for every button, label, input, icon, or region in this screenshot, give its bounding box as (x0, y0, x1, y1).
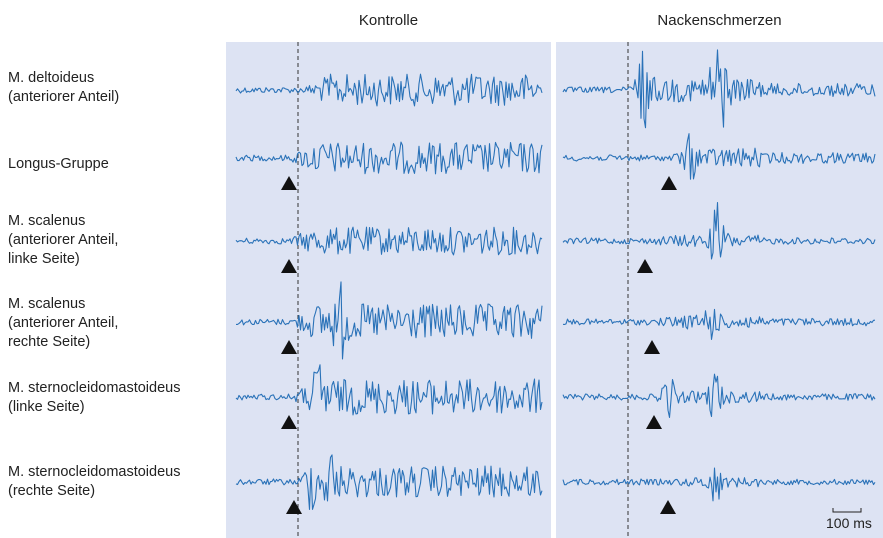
emg-trace (562, 133, 876, 180)
onset-marker-triangle (660, 500, 676, 514)
onset-marker-triangle (281, 415, 297, 429)
row-label-scalenus-links: M. scalenus (anteriorer Anteil, linke Se… (8, 212, 118, 269)
scale-bar-label: 100 ms (826, 515, 872, 531)
row-label-line: M. scalenus (8, 296, 86, 312)
row-label-line: M. sternocleidomastoideus (8, 380, 181, 396)
row-label-line: rechte Seite) (8, 334, 91, 350)
onset-marker-triangle (281, 340, 297, 354)
row-label-line: M. deltoideus (8, 70, 95, 86)
emg-trace (562, 467, 876, 502)
emg-trace (235, 364, 543, 416)
panel-kontrolle (226, 42, 551, 538)
row-label-line: Longus-Gruppe (8, 156, 109, 172)
emg-trace (236, 281, 543, 360)
panel-nackenschmerzen (556, 42, 883, 538)
emg-trace (562, 49, 876, 129)
emg-trace (235, 454, 543, 510)
row-label-scalenus-rechts: M. scalenus (anteriorer Anteil, rechte S… (8, 295, 118, 352)
row-label-line: (rechte Seite) (8, 483, 96, 499)
onset-marker-triangle (644, 340, 660, 354)
onset-marker-triangle (637, 259, 653, 273)
row-label-line: (anteriorer Anteil, (8, 232, 119, 248)
scale-bar (832, 508, 862, 513)
emg-trace (562, 373, 876, 418)
row-label-scm-links: M. sternocleidomastoideus (linke Seite) (8, 379, 180, 417)
onset-marker-triangle (646, 415, 662, 429)
emg-trace (562, 202, 876, 260)
row-label-line: linke Seite) (8, 251, 80, 267)
row-label-line: M. scalenus (8, 213, 86, 229)
row-label-scm-rechts: M. sternocleidomastoideus (rechte Seite) (8, 463, 180, 501)
row-label-line: (anteriorer Anteil, (8, 315, 119, 331)
column-title-kontrolle: Kontrolle (358, 12, 419, 29)
row-label-longus: Longus-Gruppe (8, 155, 109, 174)
column-title-nackenschmerzen: Nackenschmerzen (657, 12, 782, 29)
row-label-line: (anteriorer Anteil) (8, 89, 120, 105)
onset-marker-triangle (286, 500, 302, 514)
emg-trace (235, 141, 543, 175)
row-label-deltoideus: M. deltoideus (anteriorer Anteil) (8, 69, 119, 107)
onset-marker-triangle (281, 259, 297, 273)
row-label-line: (linke Seite) (8, 399, 85, 415)
emg-trace (562, 308, 876, 340)
emg-trace (235, 226, 543, 256)
onset-marker-triangle (661, 176, 677, 190)
row-label-line: M. sternocleidomastoideus (8, 464, 181, 480)
emg-trace (235, 73, 543, 107)
onset-marker-triangle (281, 176, 297, 190)
